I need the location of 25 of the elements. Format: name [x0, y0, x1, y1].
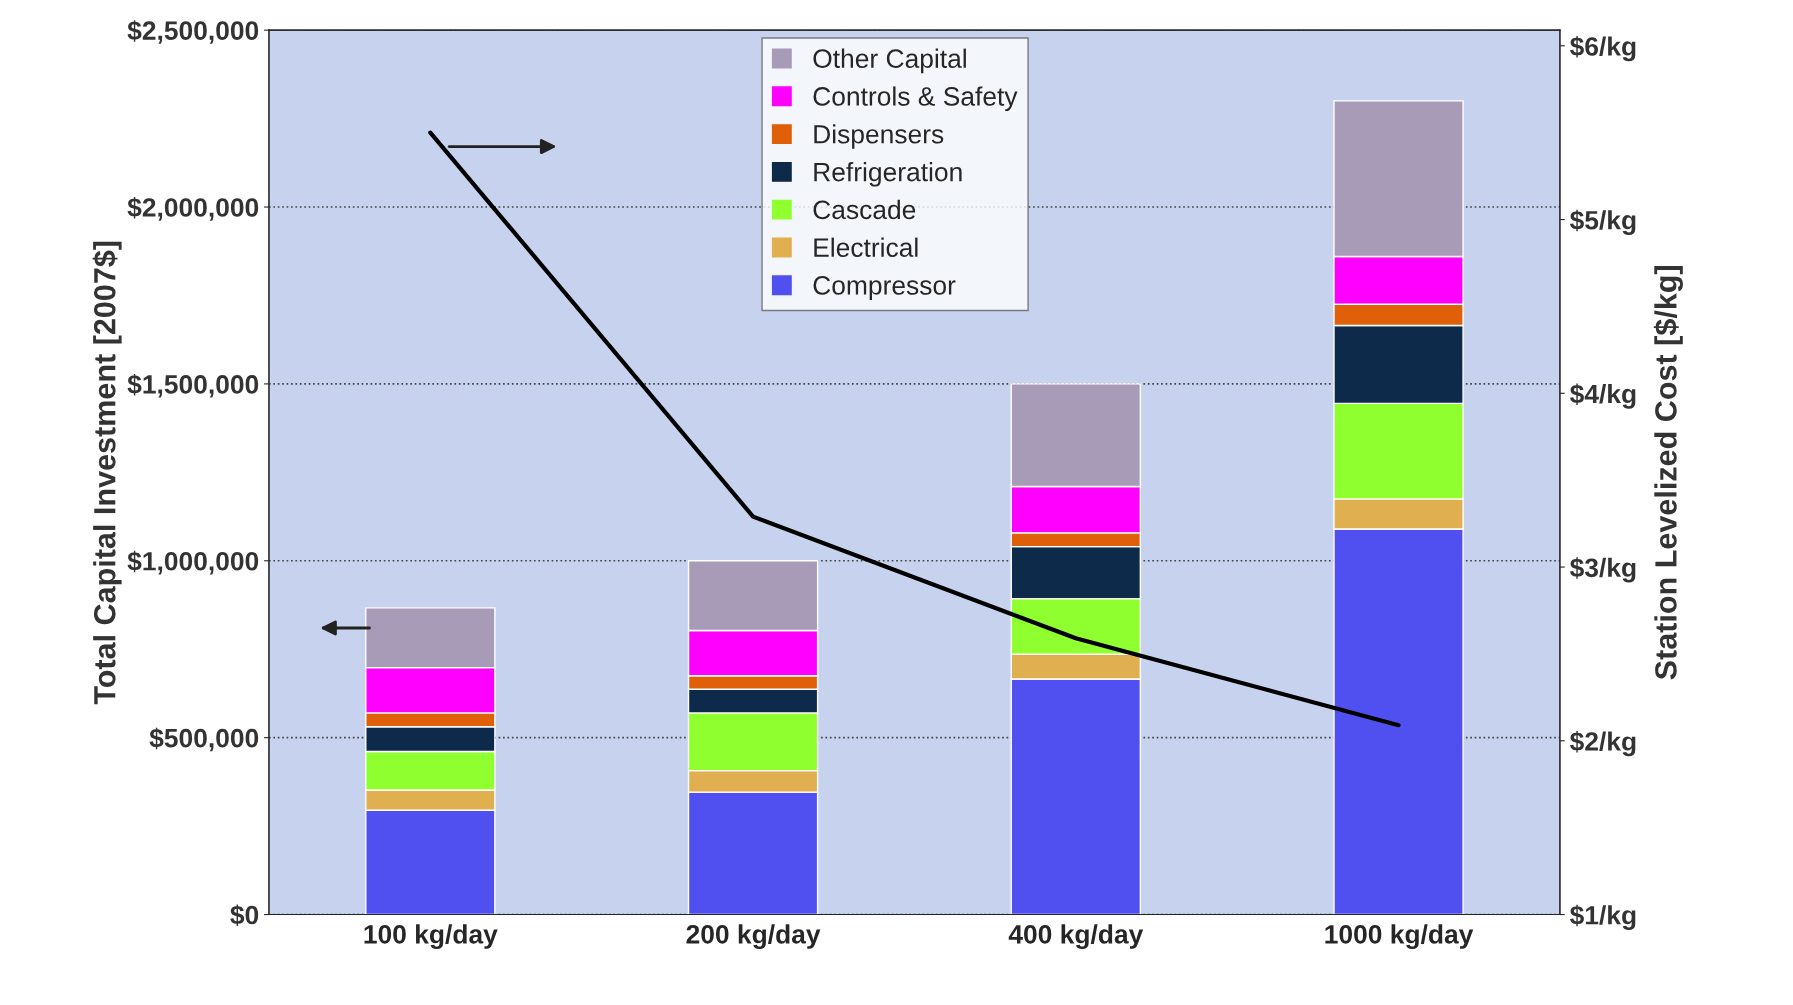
legend-label: Controls & Safety	[813, 86, 1018, 112]
y2-tick-label: $4/kg	[1569, 383, 1636, 409]
y2-tick-label: $3/kg	[1569, 557, 1636, 583]
y-tick-label: $2,500,000	[127, 20, 259, 44]
legend-label: Cascade	[813, 199, 916, 220]
y2-tick-label: $1/kg	[1569, 904, 1636, 930]
y2-tick-label: $2/kg	[1569, 731, 1636, 757]
y-tick-label: $1,500,000	[127, 373, 259, 398]
x-tick-label: 400 kg/day	[1008, 924, 1144, 949]
x-tick-label: 200 kg/day	[686, 924, 821, 949]
y-tick-label: $1,000,000	[127, 550, 259, 575]
legend-label: Refrigeration	[814, 162, 962, 187]
legend-label: Compressor	[813, 276, 956, 300]
y2-axis-title: Station Levelized Cost [$/kg]	[1653, 266, 1683, 680]
legend-label: Other Capital	[813, 48, 966, 74]
legend-label: Electrical	[814, 237, 918, 257]
y-tick-label: $2,000,000	[127, 197, 259, 221]
y-tick-label: $0	[230, 904, 259, 927]
y-tick-label: $500,000	[149, 727, 259, 752]
y-axis-title: Total Capital Investment [2007$]	[92, 241, 122, 705]
x-tick-label: 1000 kg/day	[1325, 924, 1474, 949]
x-tick-label: 100 kg/day	[364, 924, 498, 949]
y2-tick-label: $6/kg	[1569, 35, 1636, 62]
y2-tick-label: $5/kg	[1569, 209, 1636, 235]
legend-label: Dispensers	[814, 124, 944, 149]
